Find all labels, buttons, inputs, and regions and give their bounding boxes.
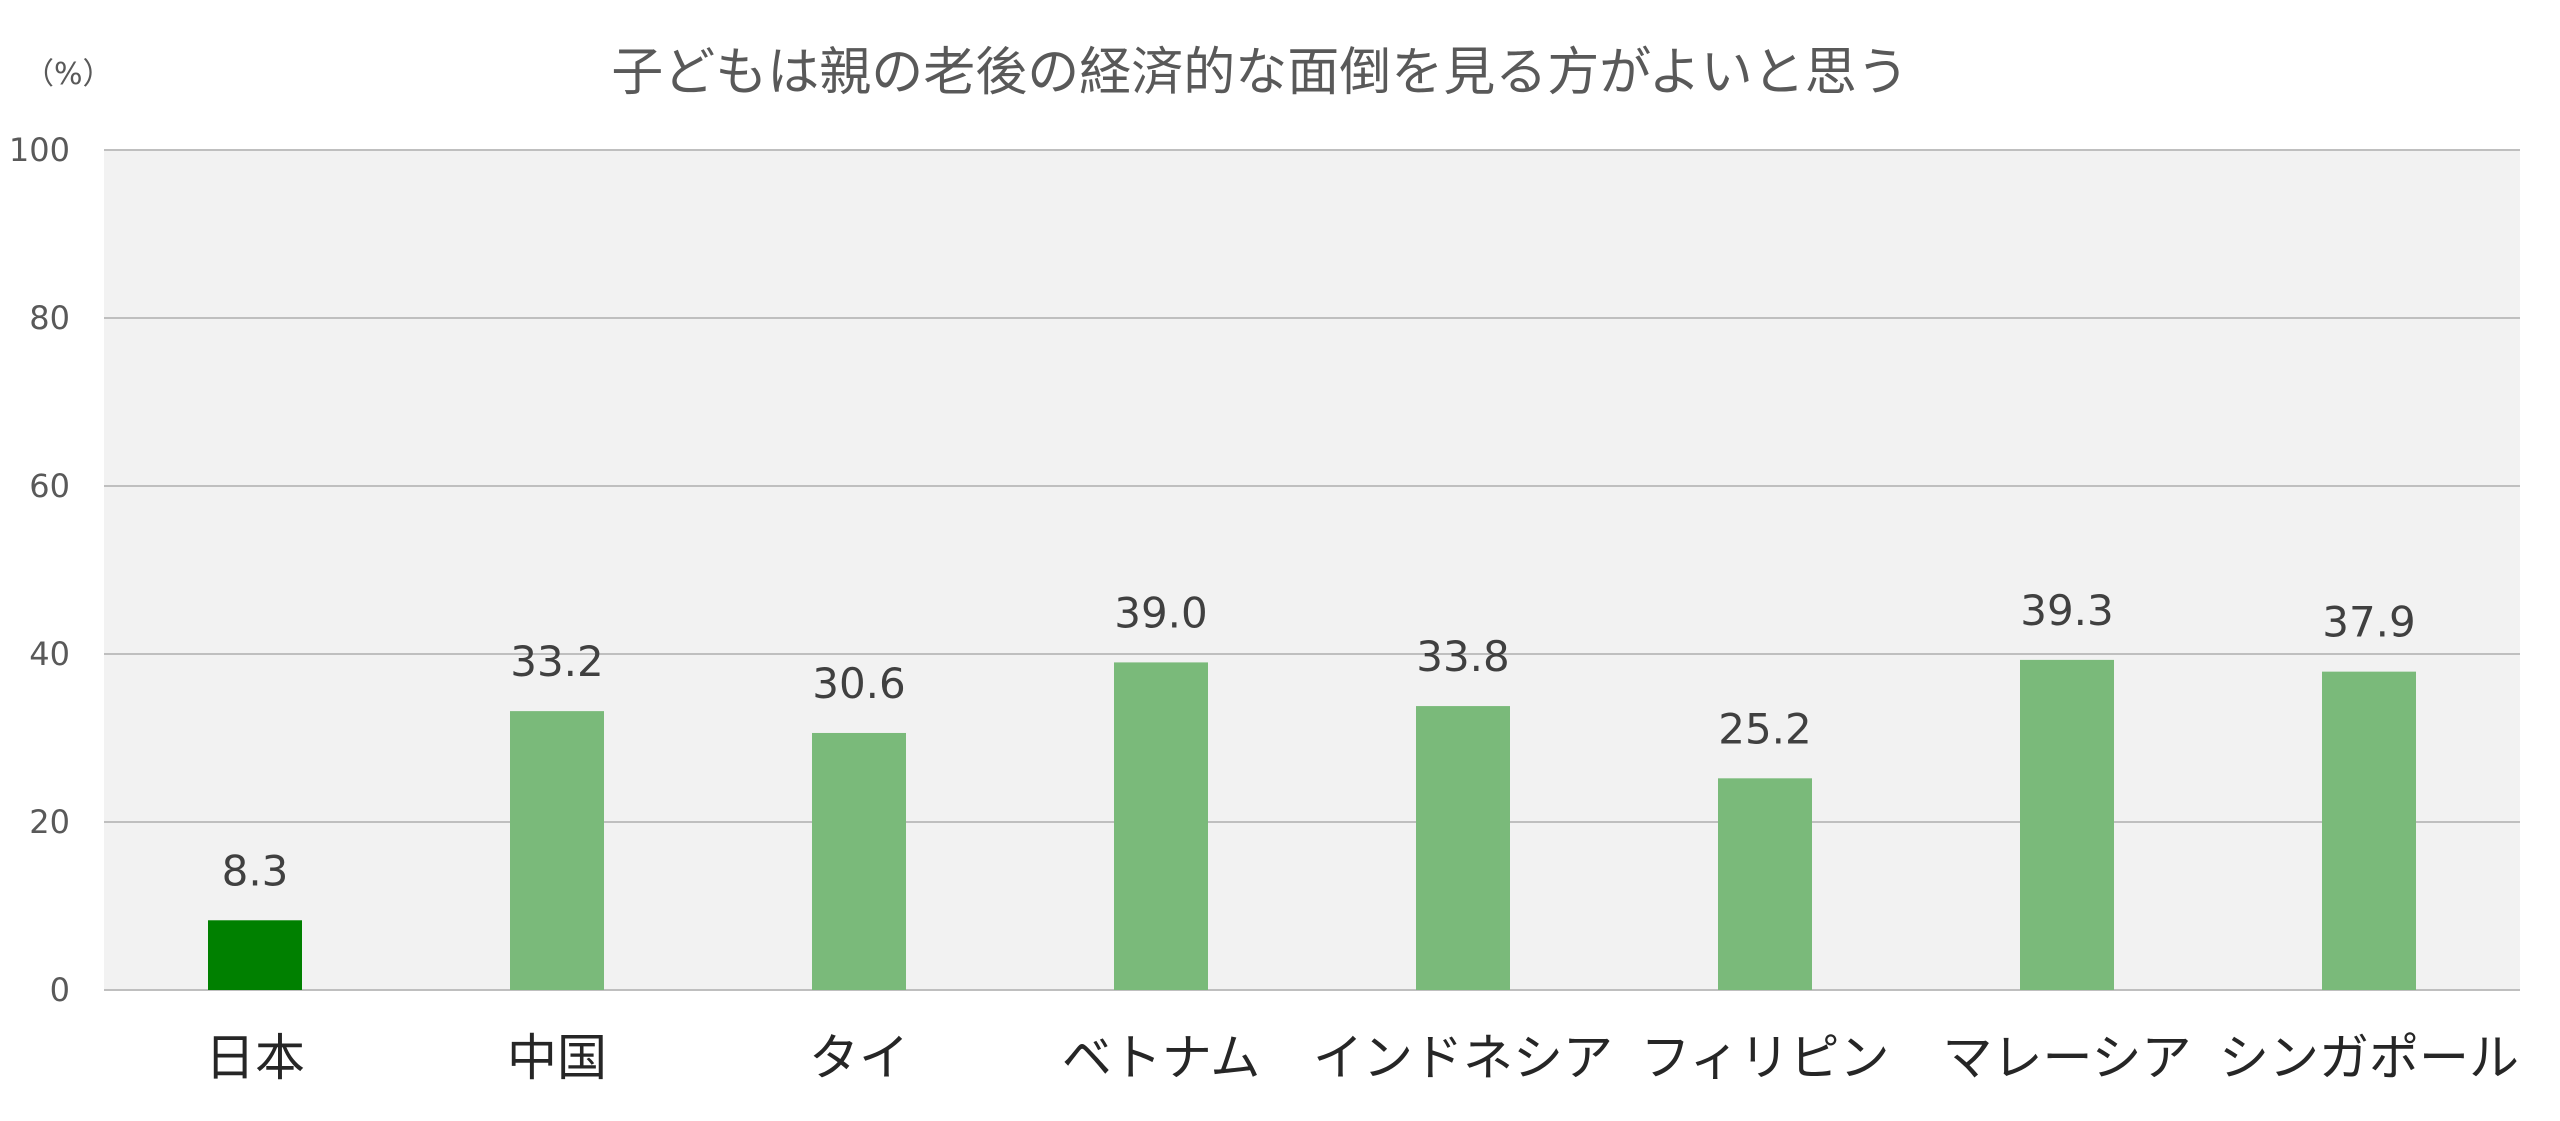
x-tick-label: ベトナム: [1062, 1029, 1261, 1087]
x-tick-label: 中国: [507, 1029, 607, 1087]
y-tick-label: 20: [29, 803, 70, 841]
y-tick-label: 40: [29, 635, 70, 673]
data-label: 39.3: [2020, 586, 2114, 635]
y-tick-label: 0: [50, 971, 70, 1009]
x-axis: 日本 中国 タイ ベトナム インドネシア フィリピン マレーシア シンガポール: [205, 1029, 2519, 1087]
plot-background: [104, 150, 2520, 990]
data-label: 37.9: [2322, 598, 2416, 647]
bar: [1718, 778, 1812, 990]
data-label: 8.3: [222, 846, 289, 895]
data-label: 25.2: [1718, 704, 1812, 753]
x-tick-label: フィリピン: [1641, 1029, 1890, 1087]
gridlines: [104, 149, 2520, 991]
x-tick-label: インドネシア: [1313, 1029, 1613, 1087]
bar: [510, 711, 604, 990]
bar: [812, 732, 906, 990]
x-tick-label: 日本: [205, 1029, 305, 1087]
bar: [2020, 659, 2114, 990]
y-unit-label: （%）: [24, 57, 113, 92]
x-tick-label: シンガポール: [2219, 1029, 2519, 1087]
bar: [1416, 706, 1510, 990]
y-tick-label: 80: [29, 299, 70, 337]
bar: [2322, 671, 2416, 990]
data-labels: 8.3 33.2 30.6 39.0 33.8 25.2 39.3 37.9: [222, 586, 2416, 895]
data-label: 39.0: [1114, 588, 1208, 637]
data-label: 30.6: [812, 659, 906, 708]
bar: [1114, 662, 1208, 990]
x-tick-label: タイ: [809, 1029, 909, 1087]
y-tick-label: 100: [9, 131, 70, 169]
y-axis: 0 20 40 60 80 100: [9, 131, 70, 1009]
x-tick-label: マレーシア: [1943, 1029, 2192, 1087]
bar: [208, 920, 302, 990]
data-label: 33.8: [1416, 632, 1510, 681]
y-tick-label: 60: [29, 467, 70, 505]
bars: [208, 659, 2416, 990]
chart-title: 子どもは親の老後の経済的な面倒を見る方がよいと思う: [611, 43, 1908, 103]
data-label: 33.2: [510, 637, 604, 686]
